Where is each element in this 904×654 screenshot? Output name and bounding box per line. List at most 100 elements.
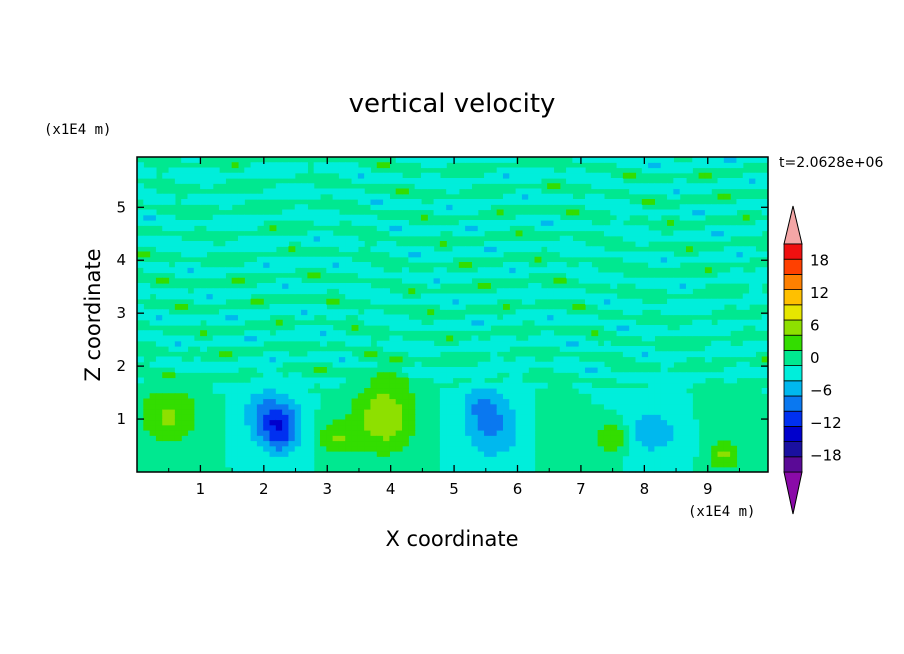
field-cell: [446, 414, 454, 421]
field-cell: [610, 440, 618, 447]
field-cell: [521, 430, 529, 436]
field-cell: [370, 361, 378, 368]
field-cell: [370, 298, 378, 305]
field-cell: [376, 398, 384, 405]
field-cell: [143, 209, 151, 216]
field-cell: [509, 440, 517, 447]
field-cell: [660, 388, 668, 394]
field-cell: [275, 214, 283, 221]
field-cell: [597, 277, 605, 284]
field-cell: [465, 382, 473, 389]
field-cell: [307, 351, 315, 358]
field-cell: [162, 419, 170, 426]
field-cell: [616, 393, 624, 400]
field-cell: [237, 461, 245, 468]
field-cell: [755, 298, 763, 305]
field-cell: [212, 225, 220, 232]
field-cell: [269, 377, 277, 384]
field-cell: [585, 178, 592, 184]
field-cell: [301, 414, 308, 421]
field-cell: [547, 262, 555, 268]
field-cell: [439, 209, 447, 216]
field-cell: [572, 340, 580, 347]
field-cell: [143, 398, 151, 405]
field-cell: [225, 445, 233, 452]
field-cell: [433, 204, 441, 211]
field-cell: [484, 293, 491, 300]
field-cell: [427, 293, 435, 300]
field-cell: [723, 340, 731, 347]
field-cell: [206, 225, 214, 232]
field-cell: [288, 256, 296, 263]
field-cell: [704, 183, 712, 190]
field-cell: [465, 319, 473, 326]
field-cell: [648, 461, 656, 468]
field-cell: [212, 193, 220, 200]
field-cell: [566, 220, 573, 226]
field-cell: [420, 162, 428, 169]
field-cell: [244, 330, 252, 337]
field-cell: [187, 409, 195, 415]
field-cell: [231, 214, 239, 221]
field-cell: [181, 178, 189, 184]
field-cell: [622, 409, 630, 415]
field-cell: [641, 235, 649, 242]
field-cell: [231, 241, 239, 247]
field-cell: [692, 430, 700, 436]
field-cell: [685, 167, 693, 174]
field-cell: [711, 456, 719, 463]
field-cell: [553, 361, 561, 368]
field-cell: [351, 356, 359, 363]
field-cell: [685, 372, 693, 379]
field-cell: [187, 319, 195, 326]
field-cell: [275, 451, 283, 457]
field-cell: [200, 193, 208, 200]
field-cell: [376, 340, 384, 347]
field-cell: [685, 466, 693, 473]
field-cell: [389, 178, 397, 184]
field-cell: [641, 199, 649, 205]
field-cell: [679, 393, 687, 400]
field-cell: [219, 172, 226, 179]
field-cell: [465, 230, 473, 237]
field-cell: [572, 288, 580, 295]
field-cell: [692, 377, 700, 384]
field-cell: [484, 435, 491, 442]
field-cell: [610, 199, 618, 205]
field-cell: [704, 188, 712, 195]
field-cell: [591, 204, 599, 211]
field-cell: [484, 319, 491, 326]
field-cell: [528, 440, 536, 447]
field-cell: [408, 351, 416, 358]
field-cell: [338, 351, 346, 358]
colorbar-swatch: [783, 380, 803, 397]
field-cell: [446, 304, 454, 310]
field-cell: [648, 356, 656, 363]
field-cell: [717, 178, 725, 184]
field-cell: [275, 466, 283, 473]
field-cell: [187, 424, 195, 431]
field-cell: [231, 367, 239, 373]
field-cell: [622, 403, 630, 410]
field-cell: [155, 293, 163, 300]
field-cell: [162, 277, 170, 284]
field-cell: [345, 356, 353, 363]
field-cell: [237, 220, 245, 226]
field-cell: [742, 351, 750, 358]
field-cell: [326, 267, 334, 274]
field-cell: [250, 288, 258, 295]
field-cell: [282, 419, 290, 426]
field-cell: [282, 409, 290, 415]
field-cell: [572, 267, 580, 274]
field-cell: [275, 335, 283, 342]
field-cell: [559, 340, 567, 347]
field-cell: [515, 451, 523, 457]
field-cell: [282, 167, 290, 174]
field-cell: [250, 214, 258, 221]
field-cell: [282, 456, 290, 463]
field-cell: [275, 398, 283, 405]
field-cell: [490, 157, 498, 163]
field-cell: [515, 409, 523, 415]
field-cell: [559, 356, 567, 363]
field-cell: [282, 424, 290, 431]
